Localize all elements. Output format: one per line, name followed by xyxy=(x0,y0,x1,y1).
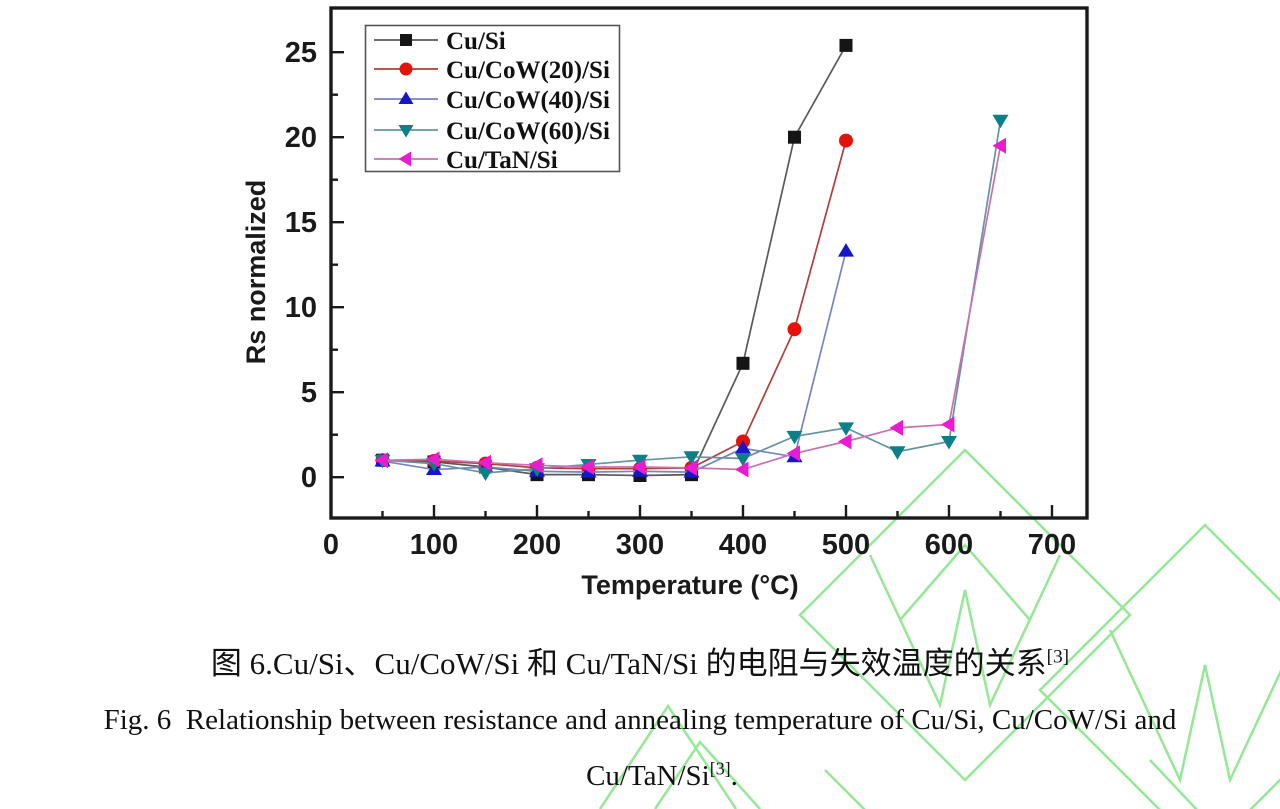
y-tick-label: 25 xyxy=(285,37,317,69)
triangle-left-marker xyxy=(398,151,411,167)
triangle-left-marker xyxy=(992,137,1006,154)
tick-labels: 0 100 200 300 400 500 600 700 0 5 10 15 20 25 xyxy=(285,37,1076,561)
square-marker xyxy=(839,38,853,52)
y-axis-title: Rs normalized xyxy=(241,180,271,365)
legend-label: Cu/CoW(20)/Si xyxy=(446,57,610,84)
triangle-left-marker xyxy=(528,457,543,474)
triangle-left-marker xyxy=(580,459,594,475)
circle-marker xyxy=(787,322,802,337)
series-line xyxy=(382,250,847,473)
triangle-left-marker xyxy=(786,445,800,462)
series-cu-cow-20-si xyxy=(375,133,853,476)
x-tick-label: 100 xyxy=(410,529,458,561)
caption-chinese: 图 6.Cu/Si、Cu/CoW/Si 和 Cu/TaN/Si 的电阻与失效温度… xyxy=(0,638,1280,683)
legend-label: Cu/CoW(40)/Si xyxy=(446,87,610,114)
series-line xyxy=(382,140,847,470)
triangle-down-marker xyxy=(786,430,803,445)
square-marker xyxy=(736,356,750,370)
triangle-left-marker xyxy=(425,451,440,468)
triangle-down-marker xyxy=(940,436,957,450)
triangle-down-marker xyxy=(398,125,414,138)
legend-item-cu-si: Cu/Si xyxy=(374,28,506,55)
x-tick-label: 0 xyxy=(323,529,339,561)
legend-item-cu-cow-40-si: Cu/CoW(40)/Si xyxy=(374,87,610,114)
x-tick-label: 200 xyxy=(513,529,561,561)
legend-item-cu-cow-60-si: Cu/CoW(60)/Si xyxy=(374,118,610,145)
caption-chinese-reference: [3] xyxy=(1046,646,1070,668)
triangle-down-marker xyxy=(837,422,854,436)
caption-chinese-text: 图 6.Cu/Si、Cu/CoW/Si 和 Cu/TaN/Si 的电阻与失效温度… xyxy=(210,646,1047,681)
triangle-down-marker xyxy=(683,451,700,465)
triangle-up-marker xyxy=(837,243,854,257)
y-tick-label: 20 xyxy=(285,122,317,154)
x-tick-label: 700 xyxy=(1028,529,1076,561)
triangle-left-marker xyxy=(837,433,852,450)
triangle-down-marker xyxy=(734,453,751,467)
legend-label: Cu/TaN/Si xyxy=(446,147,558,174)
triangle-down-marker xyxy=(631,454,648,469)
triangle-left-marker xyxy=(889,419,903,436)
triangle-left-marker xyxy=(734,461,749,478)
triangle-down-marker xyxy=(889,446,906,460)
circle-marker xyxy=(399,62,413,76)
caption-english-line1: Fig. 6 Relationship between resistance a… xyxy=(103,704,1177,736)
caption-english-period: . xyxy=(730,760,738,792)
triangle-left-marker xyxy=(683,459,697,476)
triangle-up-marker xyxy=(398,91,414,104)
y-tick-label: 10 xyxy=(285,292,317,324)
triangle-left-marker xyxy=(477,454,491,471)
circle-marker xyxy=(838,133,853,148)
series-line xyxy=(382,145,1002,471)
triangle-up-marker xyxy=(734,440,751,454)
caption-english-reference: [3] xyxy=(709,758,731,779)
y-tick-label: 5 xyxy=(301,377,317,409)
triangle-down-marker xyxy=(992,114,1009,129)
caption-english-line2-text: Cu/TaN/Si xyxy=(586,760,710,792)
legend-item-cu-tan-si: Cu/TaN/Si xyxy=(374,147,558,174)
x-tick-label: 400 xyxy=(719,529,767,561)
x-tick-label: 500 xyxy=(822,529,870,561)
triangle-left-marker xyxy=(374,452,388,469)
series-line xyxy=(382,44,847,477)
y-tick-label: 15 xyxy=(285,207,317,239)
triangle-left-marker xyxy=(940,416,955,433)
x-tick-label: 600 xyxy=(925,529,973,561)
plot-frame xyxy=(329,6,1089,520)
legend-box xyxy=(364,24,621,173)
triangle-left-marker xyxy=(631,459,646,475)
y-tick-label: 0 xyxy=(301,462,317,494)
legend-label: Cu/Si xyxy=(446,28,506,55)
legend-item-cu-cow-20-si: Cu/CoW(20)/Si xyxy=(374,57,610,84)
caption-english-line2: Cu/TaN/Si[3]. xyxy=(22,758,1280,793)
resistance-temperature-chart: 0 100 200 300 400 500 600 700 0 5 10 15 20 25 Temperat… xyxy=(241,6,1089,600)
x-tick-label: 300 xyxy=(616,529,664,561)
square-marker xyxy=(400,34,412,46)
watermark-pattern xyxy=(598,448,1280,809)
legend-label: Cu/CoW(60)/Si xyxy=(446,118,610,145)
triangle-down-marker xyxy=(477,467,494,481)
series-cu-tan-si xyxy=(374,137,1006,478)
x-axis-title: Temperature (°C) xyxy=(581,570,798,600)
square-marker xyxy=(787,130,801,144)
